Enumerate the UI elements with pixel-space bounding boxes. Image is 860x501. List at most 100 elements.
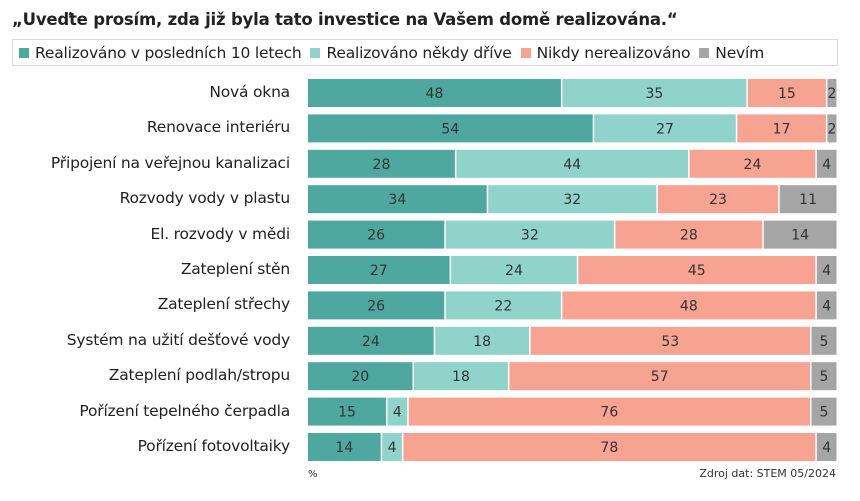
bar-segment-never: 53 xyxy=(530,326,810,355)
bar xyxy=(308,185,487,214)
bar xyxy=(779,185,837,214)
bar-segment-recent: 20 xyxy=(308,362,413,391)
data-label: 48 xyxy=(426,86,444,102)
data-label: 53 xyxy=(661,334,679,350)
category-label: Zateplení střechy xyxy=(157,295,291,314)
bar xyxy=(445,220,614,249)
data-label: 20 xyxy=(351,369,369,385)
data-label: 5 xyxy=(820,369,829,385)
data-label: 11 xyxy=(799,192,817,208)
legend-swatch-dont-know xyxy=(699,47,710,58)
bar xyxy=(308,433,381,461)
data-label: 23 xyxy=(709,192,727,208)
bar-segment-dont-know: 4 xyxy=(816,291,837,320)
data-label: 22 xyxy=(494,298,512,314)
bar xyxy=(403,433,816,461)
data-label: 15 xyxy=(338,405,356,421)
bar-segment-never: 24 xyxy=(689,149,816,178)
bar xyxy=(562,79,747,107)
bar-segment-dont-know: 14 xyxy=(763,220,837,249)
bar-segment-earlier: 24 xyxy=(451,256,577,284)
data-label: 45 xyxy=(688,263,706,279)
bar-segment-recent: 24 xyxy=(308,326,434,355)
bar xyxy=(308,397,386,426)
bar xyxy=(308,362,413,391)
category-label: Zateplení podlah/stropu xyxy=(108,366,290,385)
bar-segment-dont-know: 5 xyxy=(811,326,837,355)
bar-segment-never: 78 xyxy=(403,433,816,461)
category-label: Nová okna xyxy=(209,83,290,101)
data-label: 4 xyxy=(388,440,397,456)
bar xyxy=(811,326,837,355)
data-label: 4 xyxy=(822,298,831,314)
bar xyxy=(308,114,593,143)
data-label: 28 xyxy=(373,157,391,173)
bar xyxy=(816,433,837,461)
bar xyxy=(827,79,837,107)
data-label: 5 xyxy=(820,334,829,350)
data-label: 48 xyxy=(680,298,698,314)
bar xyxy=(737,114,826,143)
data-label: 4 xyxy=(822,440,831,456)
bar-segment-recent: 48 xyxy=(308,79,561,107)
bar-segment-dont-know: 4 xyxy=(816,256,837,284)
bar xyxy=(811,362,837,391)
bar-segment-recent: 34 xyxy=(308,185,487,214)
data-label: 5 xyxy=(820,405,829,421)
bar xyxy=(827,114,837,143)
source-note: Zdroj dat: STEM 05/2024 xyxy=(699,467,836,480)
bar-segment-earlier: 35 xyxy=(562,79,747,107)
legend-label-recent: Realizováno v posledních 10 letech xyxy=(35,43,302,62)
category-label: Pořízení tepelného čerpadla xyxy=(79,401,290,420)
bar xyxy=(747,79,826,107)
bar xyxy=(816,149,837,178)
bar xyxy=(308,79,561,107)
bar xyxy=(456,149,689,178)
bar-segment-earlier: 32 xyxy=(445,220,614,249)
data-label: 26 xyxy=(367,298,385,314)
bar-segment-dont-know: 4 xyxy=(816,149,837,178)
legend-swatch-recent xyxy=(19,47,29,58)
legend-swatch-never xyxy=(520,47,531,58)
data-label: 4 xyxy=(393,405,402,421)
data-label: 57 xyxy=(651,369,669,385)
bar-segment-recent: 54 xyxy=(308,114,593,143)
bar-segment-recent: 26 xyxy=(308,220,445,249)
data-label: 54 xyxy=(441,121,459,137)
data-label: 76 xyxy=(600,405,618,421)
bar xyxy=(382,433,402,461)
bar xyxy=(816,291,837,320)
data-label: 32 xyxy=(563,192,581,208)
bar xyxy=(530,326,810,355)
bar-segment-dont-know: 5 xyxy=(811,362,837,391)
bar xyxy=(488,185,657,214)
bar-segment-recent: 27 xyxy=(308,256,450,284)
bar xyxy=(308,149,455,178)
bar xyxy=(451,256,577,284)
bar-segment-dont-know: 2 xyxy=(827,79,837,107)
bar-segment-recent: 26 xyxy=(308,291,445,320)
bar-segment-dont-know: 4 xyxy=(816,433,837,461)
category-label: Rozvody vody v plastu xyxy=(119,189,291,208)
legend: Realizováno v posledních 10 letech Reali… xyxy=(12,39,838,66)
legend-item-never: Nikdy nerealizováno xyxy=(520,43,691,62)
bar xyxy=(308,291,445,320)
bar xyxy=(615,220,763,249)
bar xyxy=(578,256,816,284)
category-label: Zateplení stěn xyxy=(180,260,290,278)
data-label: 32 xyxy=(521,228,539,244)
legend-item-recent: Realizováno v posledních 10 letech xyxy=(19,43,302,62)
data-label: 2 xyxy=(827,121,836,137)
data-label: 27 xyxy=(656,121,674,137)
bar-segment-earlier: 22 xyxy=(445,291,561,320)
data-label: 14 xyxy=(791,228,809,244)
bar-segment-earlier: 18 xyxy=(435,326,530,355)
bar-segment-earlier: 44 xyxy=(456,149,689,178)
data-label: 4 xyxy=(822,157,831,173)
legend-label-never: Nikdy nerealizováno xyxy=(536,43,691,62)
legend-label-earlier: Realizováno někdy dříve xyxy=(326,43,512,62)
bar xyxy=(408,397,810,426)
data-label: 15 xyxy=(778,86,796,102)
bar-segment-recent: 14 xyxy=(308,433,381,461)
